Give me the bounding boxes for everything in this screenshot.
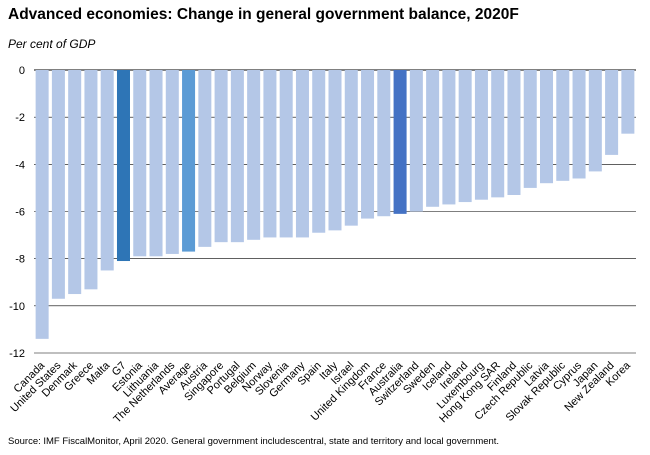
y-tick-label: -12 — [9, 348, 25, 360]
bar-israel — [344, 70, 358, 226]
bar-slovak-republic — [556, 70, 570, 181]
y-tick-label: -6 — [15, 207, 25, 219]
y-axis-unit-label: Per cent of GDP — [8, 37, 96, 51]
bar-united-kingdom — [361, 70, 375, 219]
bar-lithuania — [149, 70, 163, 257]
bar-cyprus — [572, 70, 586, 179]
bar-slovenia — [279, 70, 293, 238]
bar-switzerland — [409, 70, 423, 212]
bar-luxembourg — [474, 70, 488, 200]
bar-ireland — [458, 70, 472, 203]
bar-czech-republic — [523, 70, 537, 188]
bar-portugal — [230, 70, 244, 243]
bars — [35, 70, 635, 339]
bar-sweden — [426, 70, 440, 207]
bar-united-states — [51, 70, 65, 299]
bar-hong-kong-sar — [491, 70, 505, 198]
bar-canada — [35, 70, 49, 339]
bar-austria — [198, 70, 212, 247]
y-tick-label: -8 — [15, 254, 25, 266]
y-tick-label: -4 — [15, 159, 25, 171]
bar-new-zealand — [605, 70, 619, 155]
source-note: Source: IMF FiscalMonitor, April 2020. G… — [8, 436, 500, 447]
bar-belgium — [247, 70, 261, 240]
y-tick-label: -10 — [9, 301, 25, 313]
bar-denmark — [68, 70, 82, 295]
bar-france — [377, 70, 391, 217]
bar-germany — [295, 70, 309, 238]
bar-greece — [84, 70, 98, 290]
bar-japan — [588, 70, 602, 172]
bar-malta — [100, 70, 114, 271]
y-tick-labels: 0 -2 -4 -6 -8 -10 -12 — [9, 65, 25, 360]
bar-the-netherlands — [165, 70, 179, 254]
bar-norway — [263, 70, 277, 238]
bar-iceland — [442, 70, 456, 205]
bar-australia — [393, 70, 407, 214]
bar-latvia — [540, 70, 554, 184]
bar-singapore — [214, 70, 228, 243]
y-tick-label: -2 — [15, 112, 25, 124]
y-tick-label: 0 — [19, 65, 25, 77]
bar-finland — [507, 70, 521, 195]
bar-spain — [312, 70, 326, 233]
bar-g7 — [116, 70, 130, 262]
bar-average — [182, 70, 196, 252]
bar-estonia — [133, 70, 147, 257]
chart-title: Advanced economies: Change in general go… — [8, 6, 519, 23]
bar-korea — [621, 70, 635, 134]
bar-italy — [328, 70, 342, 231]
